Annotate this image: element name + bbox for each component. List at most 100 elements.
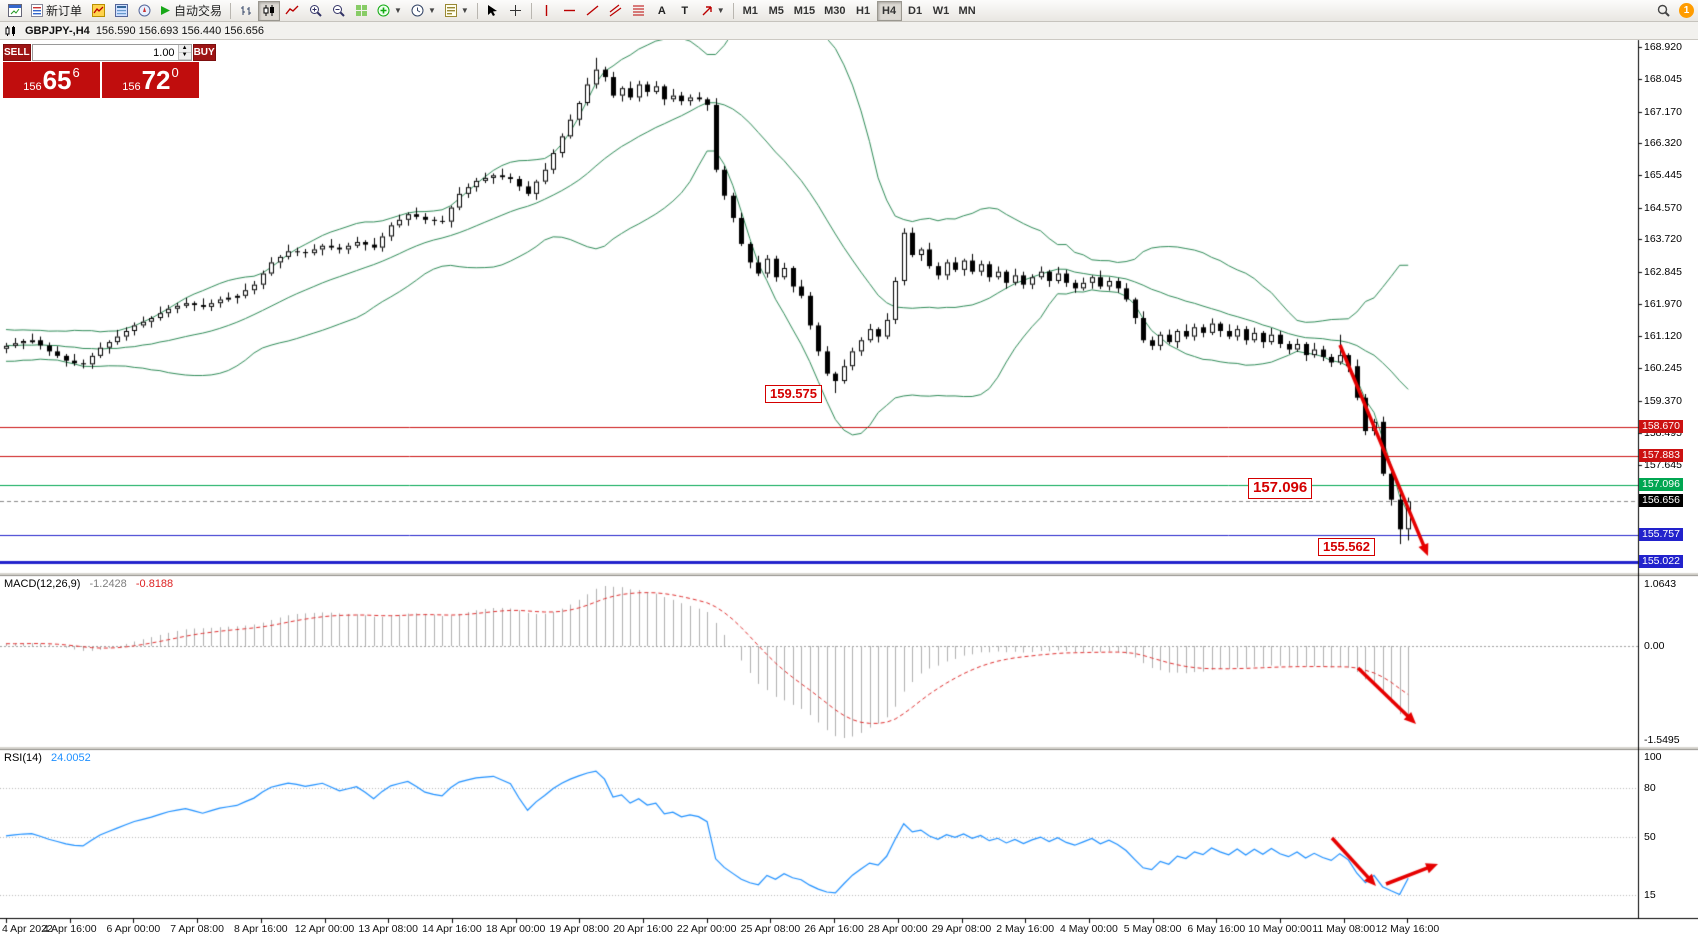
template-icon [444, 4, 457, 17]
text-label-button[interactable]: T [674, 1, 696, 21]
new-order-icon [31, 4, 43, 17]
arrows-tool-button[interactable]: ▼ [697, 1, 729, 21]
macd-main-value: -1.2428 [89, 578, 127, 590]
line-chart-icon [285, 5, 299, 15]
cursor-icon [488, 5, 498, 16]
timeframe-button-w1[interactable]: W1 [929, 1, 954, 21]
volume-down-button[interactable]: ▼ [178, 52, 191, 60]
buy-button[interactable]: BUY [192, 44, 216, 61]
rsi-indicator-label: RSI(14) 24.0052 [4, 752, 91, 764]
volume-up-button[interactable]: ▲ [178, 45, 191, 53]
chart-symbol-icon [5, 25, 15, 36]
fibonacci-icon [633, 5, 645, 16]
cursor-button[interactable] [482, 1, 504, 21]
channel-icon [609, 4, 622, 17]
text-tool-button[interactable]: A [651, 1, 673, 21]
text-tool-label: A [657, 4, 666, 17]
macd-signal-value: -0.8188 [135, 578, 174, 590]
vertical-line-icon [546, 5, 548, 16]
fibonacci-button[interactable] [628, 1, 650, 21]
timeframe-button-h1[interactable]: H1 [851, 1, 876, 21]
volume-field: ▲ ▼ [31, 44, 192, 61]
trendline-button[interactable] [582, 1, 604, 21]
rsi-title: RSI(14) [4, 752, 42, 764]
sell-price-pip: 6 [72, 65, 80, 80]
text-label-label: T [681, 4, 689, 17]
buy-price-main: 72 [141, 65, 171, 95]
search-icon [1657, 4, 1670, 17]
indicators-button[interactable]: ▼ [373, 1, 406, 21]
chart-window-icon [8, 4, 22, 17]
chevron-down-icon: ▼ [716, 6, 725, 15]
arrow-tool-icon [702, 5, 712, 15]
navigator-icon [138, 4, 151, 17]
vertical-line-button[interactable] [536, 1, 558, 21]
navigator-button[interactable] [133, 1, 155, 21]
templates-button[interactable]: ▼ [441, 1, 473, 21]
market-watch-button[interactable] [87, 1, 109, 21]
timeframe-button-m15[interactable]: M15 [790, 1, 819, 21]
macd-title: MACD(12,26,9) [4, 578, 81, 590]
market-watch-icon [91, 4, 105, 17]
timeframe-button-m5[interactable]: M5 [764, 1, 789, 21]
crosshair-button[interactable] [505, 1, 527, 21]
auto-trading-label: 自动交易 [174, 4, 223, 18]
sell-price-button[interactable]: 156 65 6 [3, 62, 100, 98]
timeframe-button-m30[interactable]: M30 [820, 1, 849, 21]
buy-price-prefix: 156 [122, 81, 141, 93]
buy-price-button[interactable]: 156 72 0 [102, 62, 199, 98]
timeframe-button-d1[interactable]: D1 [903, 1, 928, 21]
notification-badge[interactable]: 1 [1679, 3, 1694, 18]
crosshair-icon [510, 5, 522, 16]
indicators-plus-icon [377, 4, 390, 17]
periods-button[interactable]: ▼ [407, 1, 440, 21]
toolbar-separator [732, 2, 734, 19]
line-chart-button[interactable] [281, 1, 303, 21]
timeframe-button-mn[interactable]: MN [955, 1, 980, 21]
horizontal-line-button[interactable] [559, 1, 581, 21]
volume-input[interactable] [32, 45, 178, 60]
zoom-in-icon [309, 5, 322, 17]
zoom-in-button[interactable] [304, 1, 326, 21]
timeframe-button-h4[interactable]: H4 [876, 0, 902, 21]
toolbar-separator [476, 2, 478, 19]
tile-windows-icon [355, 5, 367, 16]
chart-title-bar: GBPJPY-,H4 156.590 156.693 156.440 156.6… [0, 22, 1698, 40]
sell-button[interactable]: SELL [3, 44, 31, 61]
candlestick-chart-button[interactable] [258, 0, 281, 21]
chevron-down-icon: ▼ [460, 6, 469, 15]
volume-stepper: ▲ ▼ [177, 45, 191, 60]
toolbar-separator [230, 2, 232, 19]
horizontal-line-icon [564, 9, 576, 12]
bar-chart-button[interactable] [235, 1, 257, 21]
rsi-value: 24.0052 [50, 752, 91, 764]
chevron-down-icon: ▼ [427, 6, 436, 15]
clock-icon [411, 4, 424, 17]
auto-trading-play-icon [161, 6, 171, 15]
trendline-icon [586, 5, 599, 16]
bar-chart-icon [241, 6, 252, 15]
macd-indicator-label: MACD(12,26,9) -1.2428 -0.8188 [4, 578, 173, 590]
auto-trading-button[interactable]: 自动交易 [156, 1, 226, 21]
toolbar-separator [530, 2, 532, 19]
data-window-button[interactable] [110, 1, 132, 21]
chart-symbol-title: GBPJPY-,H4 [25, 24, 90, 37]
main-toolbar: 新订单 自动交易 ▼ ▼ ▼ [0, 0, 1698, 22]
data-window-icon [114, 4, 128, 17]
chart-window-button[interactable] [4, 1, 26, 21]
new-order-button[interactable]: 新订单 [27, 1, 86, 21]
timeframe-button-m1[interactable]: M1 [738, 1, 763, 21]
sell-price-prefix: 156 [23, 81, 42, 93]
search-button[interactable] [1652, 1, 1674, 21]
sell-price-main: 65 [42, 65, 72, 95]
chart-ohlc-quotes: 156.590 156.693 156.440 156.656 [95, 24, 265, 37]
chevron-down-icon: ▼ [394, 6, 402, 15]
new-order-label: 新订单 [46, 4, 83, 18]
candlestick-chart-icon [263, 5, 275, 16]
zoom-out-icon [332, 5, 345, 17]
channel-button[interactable] [605, 1, 627, 21]
tile-windows-button[interactable] [350, 1, 372, 21]
zoom-out-button[interactable] [327, 1, 349, 21]
